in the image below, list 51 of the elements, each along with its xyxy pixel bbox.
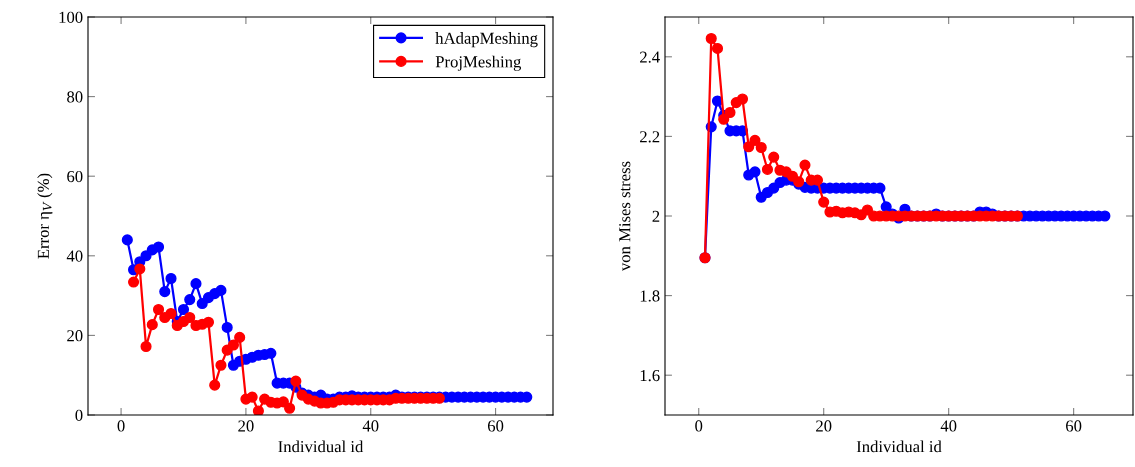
point: [799, 159, 811, 171]
point: [736, 93, 749, 105]
legend-label: ProjMeshing: [435, 55, 522, 71]
point: [140, 340, 152, 353]
y-tick-label: 100: [59, 11, 83, 23]
y-axis-title: Error η$_{V}$ (%): [37, 173, 53, 259]
point: [284, 402, 296, 414]
point: [252, 405, 264, 415]
x-tick-label: 60: [487, 420, 504, 432]
y-tick-label: 80: [67, 91, 83, 103]
point: [165, 307, 177, 320]
x-tick-label: 0: [695, 420, 703, 432]
x-tick-label: 20: [816, 420, 832, 432]
y-tick-label: 1.8: [640, 290, 660, 302]
point: [184, 311, 196, 324]
point: [215, 359, 227, 371]
point: [152, 303, 165, 316]
point: [711, 42, 724, 54]
point: [134, 263, 146, 275]
y-tick-label: 60: [67, 170, 83, 183]
point: [761, 163, 774, 175]
y-tick-label: 40: [66, 250, 83, 262]
y-tick-label: 20: [67, 330, 83, 342]
y-tick-label: 0: [75, 409, 83, 421]
x-tick-label: 40: [362, 420, 379, 432]
x-axis-title: Individual id: [278, 440, 364, 453]
point: [755, 141, 767, 154]
legend-label: hAdapMeshing: [435, 32, 538, 48]
x-tick-label: 40: [940, 420, 957, 432]
point: [227, 339, 239, 351]
point: [246, 391, 258, 403]
point: [128, 276, 140, 288]
y-axis-title: von Mises stress: [619, 161, 631, 272]
point: [290, 375, 302, 387]
x-tick-label: 60: [1066, 420, 1082, 432]
point: [768, 151, 780, 163]
point: [724, 106, 736, 119]
point: [718, 113, 730, 125]
point: [146, 319, 158, 331]
y-tick-label: 1.6: [640, 369, 660, 382]
point: [818, 196, 830, 208]
x-tick-label: 0: [117, 420, 125, 432]
point: [209, 379, 221, 391]
x-tick-label: 20: [238, 420, 254, 432]
point: [234, 331, 246, 343]
point: [705, 32, 717, 45]
point: [749, 134, 761, 146]
x-axis-title: Individual id: [856, 440, 942, 453]
y-tick-label: 2.2: [640, 131, 660, 143]
y-tick-label: 2: [652, 210, 660, 222]
y-tick-label: 2.4: [640, 51, 660, 63]
